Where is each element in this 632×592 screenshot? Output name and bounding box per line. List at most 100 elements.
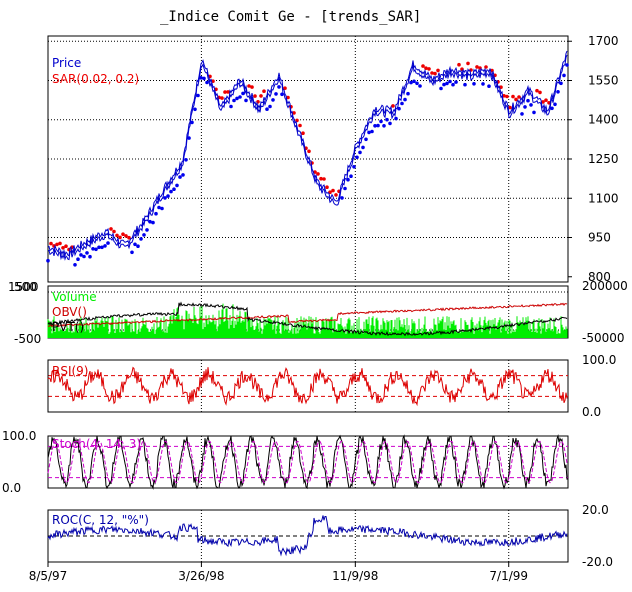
sar-dot — [133, 242, 137, 247]
sar-dot — [484, 65, 488, 69]
sar-dot — [319, 176, 323, 181]
sar-dot — [442, 82, 446, 87]
sar-dot — [301, 131, 305, 135]
sar-dot — [73, 263, 77, 267]
stochastic-panel: 0.0 100.0 Stoch(4, 14, 3) — [2, 429, 569, 495]
sar-dot — [487, 84, 491, 88]
x-tick-label-0: 8/5/97 — [29, 569, 68, 583]
chart-title: _Indice Comit Ge - [trends_SAR] — [160, 9, 421, 25]
sar-dot — [82, 254, 86, 259]
sar-dot — [223, 90, 227, 94]
sar-dot — [526, 98, 530, 103]
stoch-d-series-line — [47, 440, 568, 484]
legend-obv: OBV() — [52, 305, 87, 319]
legend-volume: Volume — [52, 290, 97, 304]
roc-series-line — [47, 515, 568, 557]
legend-stoch: Stoch(4, 14, 3) — [52, 437, 141, 451]
sar-dot — [508, 105, 512, 110]
sar-dot — [373, 124, 377, 128]
sar-dot — [139, 237, 143, 241]
sar-dot — [562, 73, 566, 78]
sar-dot — [307, 149, 311, 154]
sar-dot — [370, 129, 374, 134]
sar-dot — [397, 106, 401, 111]
sar-dot — [529, 103, 533, 107]
sar-dot — [559, 81, 563, 86]
sar-dot — [193, 107, 197, 112]
sar-dot — [325, 185, 329, 189]
rsi-series-line — [47, 366, 568, 407]
volume-left-top-label: 1500 — [8, 280, 39, 294]
sar-dot — [394, 116, 398, 121]
sar-dot — [202, 76, 206, 81]
sar-dot — [349, 174, 353, 178]
sar-dot — [481, 82, 485, 86]
sar-dot — [259, 94, 263, 98]
sar-dot — [136, 244, 140, 248]
sar-dot — [322, 177, 326, 181]
sar-dot — [124, 234, 128, 238]
sar-dot — [55, 242, 59, 247]
sar-dot — [163, 196, 167, 200]
price-ytick-label-1250: 1250 — [588, 152, 619, 166]
sar-dot — [415, 81, 419, 86]
sar-dot — [112, 229, 116, 234]
sar-dot — [49, 241, 53, 246]
sar-dot — [151, 220, 155, 225]
sar-dot — [169, 189, 173, 194]
sar-dot — [181, 173, 185, 177]
sar-dot — [58, 241, 62, 246]
sar-dot — [277, 85, 281, 89]
sar-dot — [550, 106, 554, 111]
x-tick-label-3: 7/1/99 — [489, 569, 528, 583]
sar-dot — [472, 82, 476, 86]
price-series-line — [47, 54, 568, 261]
obv-series-line — [48, 302, 568, 328]
sar-dot — [232, 98, 236, 103]
sar-dot — [379, 119, 383, 124]
rsi-ytick-label-100: 100.0 — [582, 353, 616, 367]
sar-dot — [235, 96, 239, 101]
sar-dot — [145, 228, 149, 232]
sar-dot — [514, 97, 518, 102]
sar-dot — [343, 186, 347, 191]
sar-dot — [262, 89, 266, 93]
sar-dot — [424, 66, 428, 70]
sar-dot — [316, 172, 320, 176]
sar-dot — [448, 79, 452, 84]
legend-pvt: PVT() — [52, 320, 84, 334]
sar-dot — [85, 251, 89, 255]
price-ytick-label-1700: 1700 — [588, 34, 619, 48]
sar-dot — [250, 85, 254, 89]
sar-dot — [97, 245, 101, 250]
legend-sar: SAR(0.02, 0.2) — [52, 72, 139, 86]
sar-dot — [244, 98, 248, 103]
sar-dot — [565, 63, 569, 67]
price-high-line — [47, 50, 568, 257]
x-tick-label-1: 3/26/98 — [178, 569, 224, 583]
sar-dot — [91, 247, 95, 251]
sar-dot — [541, 100, 545, 104]
price-ytick-label-1550: 1550 — [588, 73, 619, 87]
sar-dot — [106, 241, 110, 245]
sar-dots — [46, 61, 569, 267]
sar-dot — [127, 235, 131, 240]
sar-dot — [121, 232, 125, 236]
rsi-panel: 0.0 100.0 RSI(9) — [47, 353, 616, 419]
sar-dot — [433, 71, 437, 76]
sar-dot — [253, 94, 257, 98]
sar-dot — [463, 82, 467, 87]
legend-roc: ROC(C, 12, "%") — [52, 513, 149, 527]
sar-dot — [505, 94, 509, 99]
sar-dot — [523, 105, 527, 109]
sar-dot — [331, 188, 335, 193]
price-ytick-label-1100: 1100 — [588, 191, 619, 205]
sar-dot — [439, 86, 443, 91]
x-axis-ticks: 8/5/97 3/26/98 11/9/98 7/1/99 — [29, 562, 528, 583]
price-ytick-label-1400: 1400 — [588, 113, 619, 127]
price-panel: 800 950 1100 1250 1400 1550 1700 Price SAR(0.0… — [46, 34, 619, 284]
sar-dot — [427, 67, 431, 71]
sar-dot — [367, 130, 371, 135]
sar-dot — [166, 194, 170, 198]
sar-dot — [226, 90, 230, 94]
